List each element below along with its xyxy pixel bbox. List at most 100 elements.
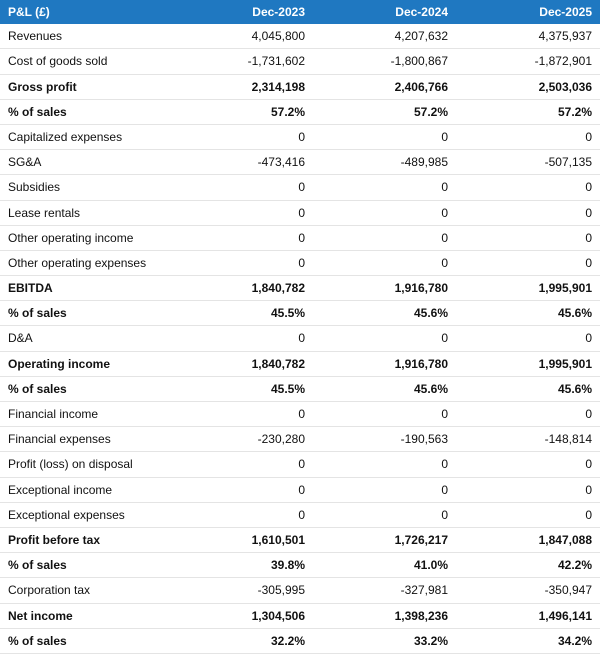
row-value: -350,947 xyxy=(456,578,600,603)
table-row: Financial expenses-230,280-190,563-148,8… xyxy=(0,427,600,452)
table-row: D&A000 xyxy=(0,326,600,351)
row-value: 1,840,782 xyxy=(170,351,313,376)
row-value: 0 xyxy=(456,326,600,351)
row-value: 45.6% xyxy=(456,301,600,326)
row-value: 0 xyxy=(170,250,313,275)
row-label: % of sales xyxy=(0,628,170,653)
row-label: % of sales xyxy=(0,301,170,326)
table-row: Profit before tax1,610,5011,726,2171,847… xyxy=(0,527,600,552)
row-value: 1,916,780 xyxy=(313,351,456,376)
row-value: -190,563 xyxy=(313,427,456,452)
row-label: % of sales xyxy=(0,99,170,124)
row-value: 0 xyxy=(313,452,456,477)
col-header-dec-2023: Dec-2023 xyxy=(170,0,313,24)
row-value: 0 xyxy=(170,452,313,477)
row-value: 0 xyxy=(170,225,313,250)
row-label: Cost of goods sold xyxy=(0,49,170,74)
row-value: 0 xyxy=(313,250,456,275)
row-value: 4,207,632 xyxy=(313,24,456,49)
row-value: 0 xyxy=(313,175,456,200)
table-row: % of sales45.5%45.6%45.6% xyxy=(0,376,600,401)
table-row: Exceptional expenses000 xyxy=(0,502,600,527)
row-value: 34.2% xyxy=(456,628,600,653)
row-value: 0 xyxy=(313,326,456,351)
row-value: 45.6% xyxy=(313,301,456,326)
row-value: -489,985 xyxy=(313,150,456,175)
row-value: 1,726,217 xyxy=(313,527,456,552)
row-value: 4,375,937 xyxy=(456,24,600,49)
row-value: 0 xyxy=(170,326,313,351)
row-value: -473,416 xyxy=(170,150,313,175)
row-value: 0 xyxy=(456,477,600,502)
table-row: % of sales39.8%41.0%42.2% xyxy=(0,553,600,578)
row-value: -305,995 xyxy=(170,578,313,603)
row-value: -507,135 xyxy=(456,150,600,175)
row-value: 32.2% xyxy=(170,628,313,653)
row-value: 39.8% xyxy=(170,553,313,578)
row-value: 1,840,782 xyxy=(170,276,313,301)
row-label: Financial income xyxy=(0,402,170,427)
row-value: 0 xyxy=(456,200,600,225)
row-value: 42.2% xyxy=(456,553,600,578)
row-label: Other operating expenses xyxy=(0,250,170,275)
table-row: Other operating income000 xyxy=(0,225,600,250)
row-value: 0 xyxy=(313,477,456,502)
row-value: 0 xyxy=(170,200,313,225)
table-row: % of sales45.5%45.6%45.6% xyxy=(0,301,600,326)
row-value: 0 xyxy=(456,225,600,250)
row-value: 41.0% xyxy=(313,553,456,578)
row-label: Exceptional expenses xyxy=(0,502,170,527)
row-value: 0 xyxy=(170,477,313,502)
row-value: 0 xyxy=(313,502,456,527)
col-header-dec-2024: Dec-2024 xyxy=(313,0,456,24)
table-row: % of sales32.2%33.2%34.2% xyxy=(0,628,600,653)
row-label: Lease rentals xyxy=(0,200,170,225)
row-value: 57.2% xyxy=(456,99,600,124)
row-value: -327,981 xyxy=(313,578,456,603)
row-label: Exceptional income xyxy=(0,477,170,502)
row-value: -1,872,901 xyxy=(456,49,600,74)
row-value: 1,916,780 xyxy=(313,276,456,301)
row-value: 0 xyxy=(456,502,600,527)
row-value: 1,304,506 xyxy=(170,603,313,628)
row-value: 1,995,901 xyxy=(456,276,600,301)
row-value: 1,995,901 xyxy=(456,351,600,376)
table-row: Capitalized expenses000 xyxy=(0,124,600,149)
row-value: 0 xyxy=(170,402,313,427)
row-value: 1,847,088 xyxy=(456,527,600,552)
table-row: % of sales57.2%57.2%57.2% xyxy=(0,99,600,124)
row-label: SG&A xyxy=(0,150,170,175)
table-row: Other operating expenses000 xyxy=(0,250,600,275)
col-header-dec-2025: Dec-2025 xyxy=(456,0,600,24)
row-value: 2,503,036 xyxy=(456,74,600,99)
table-row: Operating income1,840,7821,916,7801,995,… xyxy=(0,351,600,376)
row-label: Other operating income xyxy=(0,225,170,250)
row-label: Financial expenses xyxy=(0,427,170,452)
row-label: Operating income xyxy=(0,351,170,376)
row-label: Gross profit xyxy=(0,74,170,99)
row-label: Corporation tax xyxy=(0,578,170,603)
table-row: Financial income000 xyxy=(0,402,600,427)
row-value: 45.5% xyxy=(170,301,313,326)
table-row: Profit (loss) on disposal000 xyxy=(0,452,600,477)
table-row: Corporation tax-305,995-327,981-350,947 xyxy=(0,578,600,603)
row-value: 0 xyxy=(170,124,313,149)
row-value: 2,406,766 xyxy=(313,74,456,99)
col-header-label: P&L (£) xyxy=(0,0,170,24)
table-body: Revenues4,045,8004,207,6324,375,937Cost … xyxy=(0,24,600,653)
row-value: 0 xyxy=(170,502,313,527)
row-label: Net income xyxy=(0,603,170,628)
row-label: D&A xyxy=(0,326,170,351)
row-value: 0 xyxy=(456,250,600,275)
row-value: 0 xyxy=(456,124,600,149)
row-label: Subsidies xyxy=(0,175,170,200)
row-value: -1,800,867 xyxy=(313,49,456,74)
row-value: 1,398,236 xyxy=(313,603,456,628)
table-row: Gross profit2,314,1982,406,7662,503,036 xyxy=(0,74,600,99)
row-label: % of sales xyxy=(0,376,170,401)
row-value: 45.6% xyxy=(456,376,600,401)
table-row: Exceptional income000 xyxy=(0,477,600,502)
row-value: 1,610,501 xyxy=(170,527,313,552)
row-value: -148,814 xyxy=(456,427,600,452)
row-value: 0 xyxy=(456,402,600,427)
